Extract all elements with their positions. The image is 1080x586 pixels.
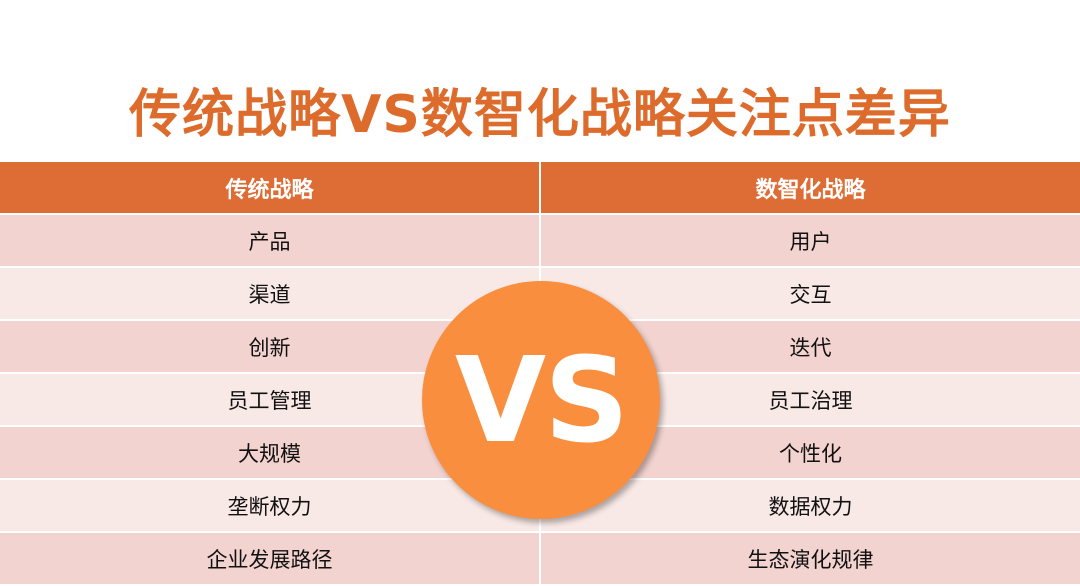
vs-badge: VS <box>422 281 660 519</box>
header-traditional: 传统战略 <box>0 162 539 213</box>
header-digital: 数智化战略 <box>541 162 1080 213</box>
table-row: 产品 用户 <box>0 215 1080 266</box>
cell-digital: 生态演化规律 <box>541 533 1080 584</box>
table-row: 垄断权力 数据权力 <box>0 480 1080 531</box>
cell-digital: 用户 <box>541 215 1080 266</box>
cell-digital: 交互 <box>541 268 1080 319</box>
cell-traditional: 企业发展路径 <box>0 533 539 584</box>
page-title: 传统战略VS数智化战略关注点差异 <box>129 85 951 145</box>
cell-traditional: 产品 <box>0 215 539 266</box>
table-row: 渠道 交互 <box>0 268 1080 319</box>
table-row: 企业发展路径 生态演化规律 <box>0 533 1080 584</box>
cell-traditional: 渠道 <box>0 268 539 319</box>
table-header: 传统战略 数智化战略 <box>0 162 1080 213</box>
cell-traditional: 垄断权力 <box>0 480 539 531</box>
cell-digital: 数据权力 <box>541 480 1080 531</box>
